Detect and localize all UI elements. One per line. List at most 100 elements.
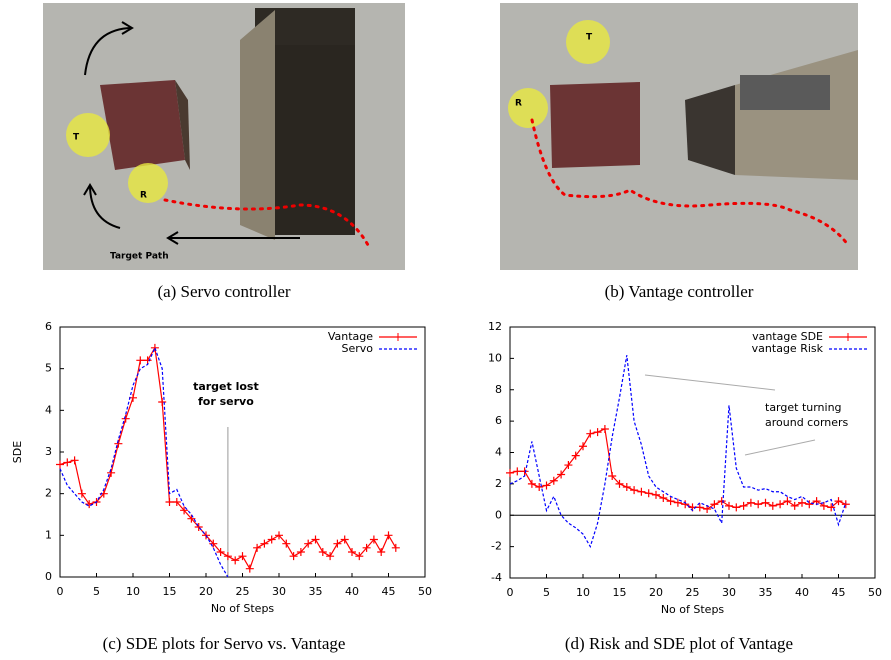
legend-label: vantage SDE <box>752 330 823 343</box>
x-tick-label: 30 <box>272 585 286 598</box>
point-marker <box>326 552 335 561</box>
point-marker <box>644 489 653 498</box>
point-marker <box>557 470 566 479</box>
point-marker <box>805 500 814 509</box>
y-tick-label: 1 <box>45 528 52 541</box>
point-marker <box>834 497 843 506</box>
point-marker <box>355 552 364 561</box>
series-line <box>59 346 229 578</box>
point-marker <box>513 467 522 476</box>
annotation-pointer <box>644 374 776 391</box>
point-marker <box>754 500 763 509</box>
legend-marker <box>394 333 402 341</box>
legend-label: Vantage <box>328 330 373 343</box>
caption: (b) Vantage controller <box>605 282 754 301</box>
point-marker <box>593 428 602 437</box>
point-marker <box>761 498 770 507</box>
x-tick-label: 35 <box>309 585 323 598</box>
y-axis-label: SDE <box>11 441 24 463</box>
point-marker <box>783 497 792 506</box>
legend-marker <box>844 333 852 341</box>
x-tick-label: 15 <box>163 585 177 598</box>
point-marker <box>571 451 580 460</box>
point-marker <box>384 531 393 540</box>
point-marker <box>506 468 514 477</box>
y-tick-label: -4 <box>491 571 502 584</box>
point-marker <box>362 543 371 552</box>
point-marker <box>70 456 79 465</box>
y-tick-label: 5 <box>45 362 52 375</box>
x-tick-label: 45 <box>382 585 396 598</box>
point-marker <box>238 552 247 561</box>
point-marker <box>245 564 254 573</box>
point-marker <box>790 501 799 510</box>
series-line <box>509 428 847 510</box>
point-marker <box>77 489 86 498</box>
point-marker <box>549 476 558 485</box>
point-marker <box>165 498 174 506</box>
point-marker <box>615 479 624 488</box>
image-label: T <box>586 33 593 43</box>
y-tick-label: 8 <box>495 383 502 396</box>
x-tick-label: 5 <box>93 585 100 598</box>
x-tick-label: 10 <box>576 586 590 599</box>
point-marker <box>622 483 631 492</box>
point-marker <box>282 539 291 548</box>
point-marker <box>56 460 64 469</box>
caption: (d) Risk and SDE plot of Vantage <box>565 634 793 653</box>
point-marker <box>340 535 349 544</box>
image-vantage: T R <box>500 3 858 270</box>
point-marker <box>209 539 218 548</box>
point-marker <box>732 503 741 512</box>
y-tick-label: 2 <box>45 487 52 500</box>
x-tick-label: 45 <box>832 586 846 599</box>
point-marker <box>150 343 159 352</box>
y-tick-label: 4 <box>45 403 52 416</box>
y-tick-label: -2 <box>491 540 502 553</box>
x-tick-label: 0 <box>507 586 514 599</box>
image-label: Target Path <box>110 252 169 262</box>
y-tick-label: 4 <box>495 446 502 459</box>
x-tick-label: 20 <box>649 586 663 599</box>
x-axis-label: No of Steps <box>661 603 725 616</box>
point-marker <box>776 500 785 509</box>
x-tick-label: 30 <box>722 586 736 599</box>
point-marker <box>527 479 536 488</box>
annotation: target turning <box>765 401 842 414</box>
y-tick-label: 0 <box>495 508 502 521</box>
point-marker <box>63 458 72 467</box>
point-marker <box>600 424 609 433</box>
x-tick-label: 25 <box>236 585 250 598</box>
x-tick-label: 0 <box>57 585 64 598</box>
point-marker <box>223 552 232 561</box>
point-marker <box>608 472 617 481</box>
point-marker <box>180 506 189 515</box>
image-label: R <box>140 191 147 201</box>
point-marker <box>520 467 529 476</box>
point-marker <box>369 535 378 544</box>
image-servo: T R Target Path <box>43 3 405 270</box>
point-marker <box>231 556 240 565</box>
point-marker <box>681 500 690 509</box>
x-tick-label: 5 <box>543 586 550 599</box>
point-marker <box>267 535 276 544</box>
point-marker <box>841 500 850 509</box>
point-marker <box>535 483 544 492</box>
image-label: R <box>515 99 522 109</box>
y-tick-label: 10 <box>488 351 502 364</box>
y-tick-label: 6 <box>45 320 52 333</box>
point-marker <box>194 523 203 531</box>
x-tick-label: 10 <box>126 585 140 598</box>
y-tick-label: 3 <box>45 445 52 458</box>
caption: (a) Servo controller <box>157 282 290 301</box>
point-marker <box>579 442 587 451</box>
point-marker <box>659 493 668 502</box>
annotation: for servo <box>198 395 254 408</box>
point-marker <box>391 543 400 552</box>
annotation-pointer <box>744 439 816 456</box>
point-marker <box>121 414 130 423</box>
point-marker <box>673 498 682 507</box>
point-marker <box>542 481 551 490</box>
